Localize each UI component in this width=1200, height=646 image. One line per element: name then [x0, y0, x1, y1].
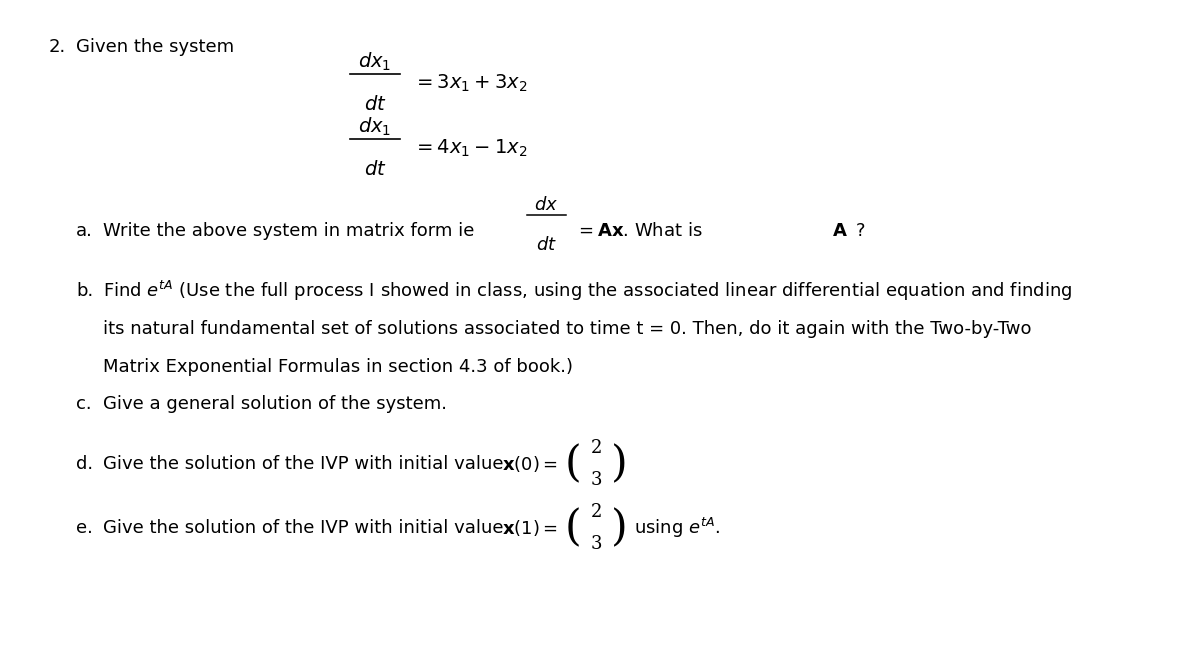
Text: $dt$: $dt$: [536, 236, 557, 254]
Text: d.: d.: [76, 455, 94, 473]
Text: 3: 3: [590, 535, 602, 553]
Text: Write the above system in matrix form ie: Write the above system in matrix form ie: [103, 222, 480, 240]
Text: $dx_1$: $dx_1$: [359, 50, 391, 73]
Text: Give the solution of the IVP with initial value: Give the solution of the IVP with initia…: [103, 519, 509, 537]
Text: $\mathbf{x}(1) =$: $\mathbf{x}(1) =$: [502, 518, 558, 538]
Text: its natural fundamental set of solutions associated to time t = 0. Then, do it a: its natural fundamental set of solutions…: [103, 320, 1031, 338]
Text: 2: 2: [590, 503, 602, 521]
Text: 2: 2: [590, 439, 602, 457]
Text: a.: a.: [76, 222, 92, 240]
Text: $= 3x_1 + 3x_2$: $= 3x_1 + 3x_2$: [413, 72, 527, 94]
Text: $\mathbf{A}$: $\mathbf{A}$: [833, 222, 848, 240]
Text: ): ): [612, 507, 628, 549]
Text: $dt$: $dt$: [364, 160, 386, 179]
Text: using $e^{tA}$.: using $e^{tA}$.: [634, 516, 720, 540]
Text: Given the system: Given the system: [76, 38, 234, 56]
Text: ?: ?: [856, 222, 865, 240]
Text: b.: b.: [76, 282, 94, 300]
Text: $dx$: $dx$: [534, 196, 559, 214]
Text: c.: c.: [76, 395, 91, 413]
Text: $dt$: $dt$: [364, 95, 386, 114]
Text: $dx_1$: $dx_1$: [359, 116, 391, 138]
Text: $\mathbf{x}(0) =$: $\mathbf{x}(0) =$: [502, 454, 558, 474]
Text: ): ): [612, 443, 628, 485]
Text: (: (: [565, 443, 582, 485]
Text: (: (: [565, 507, 582, 549]
Text: Give a general solution of the system.: Give a general solution of the system.: [103, 395, 446, 413]
Text: Give the solution of the IVP with initial value: Give the solution of the IVP with initia…: [103, 455, 509, 473]
Text: Matrix Exponential Formulas in section 4.3 of book.): Matrix Exponential Formulas in section 4…: [103, 358, 572, 376]
Text: $= 4x_1 - 1x_2$: $= 4x_1 - 1x_2$: [413, 138, 527, 159]
Text: $= \mathbf{A}\mathbf{x}$. What is: $= \mathbf{A}\mathbf{x}$. What is: [575, 222, 703, 240]
Text: 3: 3: [590, 471, 602, 489]
Text: 2.: 2.: [49, 38, 66, 56]
Text: Find $e^{tA}$ (Use the full process I showed in class, using the associated line: Find $e^{tA}$ (Use the full process I sh…: [103, 279, 1072, 303]
Text: e.: e.: [76, 519, 92, 537]
